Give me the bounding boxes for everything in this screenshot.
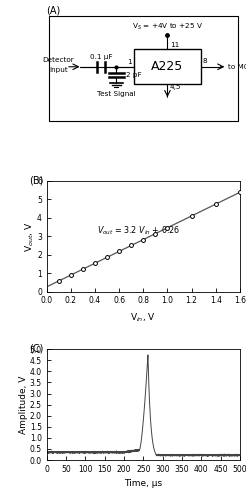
X-axis label: V$_{in}$, V: V$_{in}$, V	[130, 311, 156, 324]
Text: Test Signal: Test Signal	[97, 90, 136, 96]
Text: (B): (B)	[30, 176, 44, 186]
Text: 1: 1	[127, 58, 132, 64]
Text: 0.1 μF: 0.1 μF	[90, 54, 112, 60]
Text: 4,5: 4,5	[170, 84, 181, 90]
Y-axis label: V$_{out}$, V: V$_{out}$, V	[23, 221, 36, 252]
Text: 11: 11	[170, 42, 180, 48]
Text: $V_{out}$ = 3.2 $V_{in}$ + 0.26: $V_{out}$ = 3.2 $V_{in}$ + 0.26	[97, 224, 181, 237]
Text: (A): (A)	[46, 6, 60, 16]
Text: 8: 8	[203, 58, 207, 64]
Y-axis label: Amplitude, V: Amplitude, V	[19, 376, 28, 434]
Text: 2 pF: 2 pF	[126, 72, 141, 78]
Text: A225: A225	[151, 60, 184, 74]
FancyBboxPatch shape	[134, 49, 201, 84]
Text: to MCA: to MCA	[228, 64, 246, 70]
Text: Input: Input	[49, 68, 68, 73]
Text: (C): (C)	[30, 344, 44, 353]
FancyBboxPatch shape	[49, 16, 238, 121]
Text: Detector: Detector	[43, 57, 74, 63]
X-axis label: Time, μs: Time, μs	[124, 480, 162, 488]
Text: V$_S$ = +4V to +25 V: V$_S$ = +4V to +25 V	[132, 22, 203, 32]
